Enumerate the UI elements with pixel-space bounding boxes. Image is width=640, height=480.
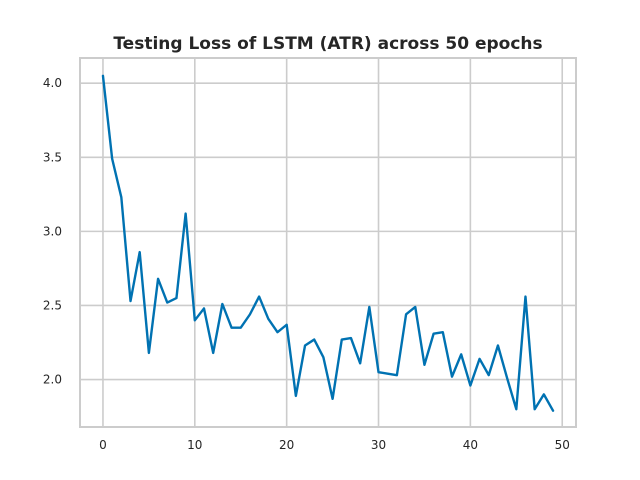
y-tick-label: 2.0 — [43, 373, 62, 387]
y-tick-label: 3.0 — [43, 224, 62, 238]
x-tick-label: 40 — [463, 438, 478, 452]
y-tick-label: 3.5 — [43, 150, 62, 164]
y-tick-label: 2.5 — [43, 298, 62, 312]
x-tick-label: 20 — [279, 438, 294, 452]
grid — [80, 58, 576, 427]
tick-labels: 0 10 20 30 40 50 2.0 2.5 3.0 3.5 4.0 — [43, 76, 570, 452]
x-tick-label: 0 — [99, 438, 107, 452]
series-line — [101, 74, 555, 412]
plot-frame — [79, 57, 577, 428]
y-tick-label: 4.0 — [43, 76, 62, 90]
x-tick-label: 10 — [187, 438, 202, 452]
x-tick-label: 30 — [371, 438, 386, 452]
chart-title: Testing Loss of LSTM (ATR) across 50 epo… — [113, 34, 542, 54]
series-layer — [101, 74, 555, 412]
x-tick-label: 50 — [555, 438, 570, 452]
